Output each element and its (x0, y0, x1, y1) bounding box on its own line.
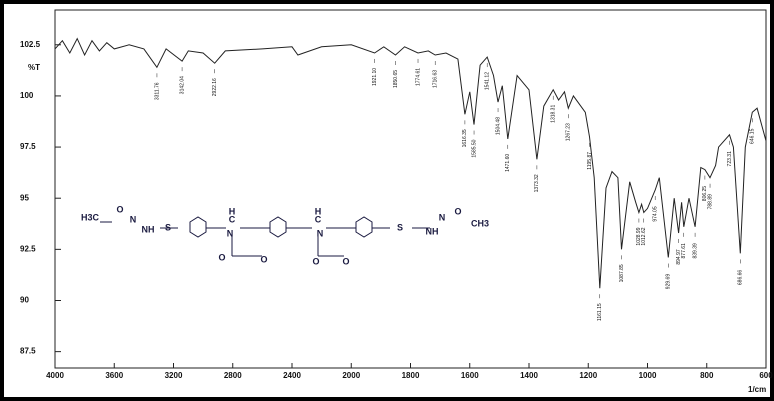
structure-atom: O (218, 252, 225, 262)
peak-label: 1028.99 (636, 227, 642, 245)
x-tick-label: 1200 (579, 371, 597, 380)
peak-label: 1267.23 (566, 123, 572, 141)
y-axis-label: %T (28, 63, 40, 72)
x-tick-label: 1600 (461, 371, 479, 380)
structure-atom: O (260, 254, 267, 264)
peak-label: 894.97 (676, 249, 682, 265)
peak-label: 1850.65 (393, 70, 399, 88)
peak-label: 1716.63 (433, 70, 439, 88)
x-axis-label: 1/cm (748, 385, 766, 394)
structure-atom: S (165, 222, 171, 232)
y-tick-label: 92.5 (20, 244, 36, 253)
peak-label: 1087.85 (619, 264, 625, 282)
x-tick-label: 3600 (105, 371, 123, 380)
peak-label: 1921.10 (372, 68, 378, 86)
structure-atom: H (229, 206, 236, 216)
structure-atom: O (342, 256, 349, 266)
peak-label: 1504.48 (495, 117, 501, 135)
structure-atom: H (315, 206, 322, 216)
peak-label: 1161.15 (597, 303, 603, 321)
peak-label: 686.66 (738, 270, 744, 286)
structure-atom: C (315, 214, 322, 224)
structure (100, 216, 430, 257)
structure-atom: H3C (81, 212, 100, 222)
y-tick-label: 100 (20, 91, 34, 100)
x-tick-label: 4000 (46, 371, 64, 380)
x-tick-label: 1400 (520, 371, 538, 380)
y-tick-label: 102.5 (20, 40, 41, 49)
structure-atom: N (317, 228, 324, 238)
structure-atom: C (229, 214, 236, 224)
x-tick-label: 1000 (639, 371, 657, 380)
y-tick-label: 97.5 (20, 142, 36, 151)
peak-label: 1318.31 (551, 105, 557, 123)
peak-label: 1774.61 (415, 68, 421, 86)
y-tick-label: 95 (20, 193, 29, 202)
structure-atom: O (454, 206, 461, 216)
structure-atom: N (130, 214, 137, 224)
peak-label: 2922.16 (212, 78, 218, 96)
x-tick-label: 2800 (224, 371, 242, 380)
peak-label: 3142.04 (179, 76, 185, 94)
y-tick-label: 87.5 (20, 347, 36, 356)
peak-label: 646.15 (750, 128, 756, 144)
y-tick-label: 90 (20, 296, 29, 305)
x-tick-label: 1800 (402, 371, 420, 380)
structure-atom: CH3 (471, 218, 489, 228)
x-tick-label: 3200 (165, 371, 183, 380)
structure-atom: NH (142, 224, 155, 234)
x-tick-label: 2000 (342, 371, 360, 380)
spectrum-line (54, 37, 767, 289)
x-tick-label: 800 (700, 371, 714, 380)
peak-label: 1012.62 (641, 227, 647, 245)
x-tick-label: 2400 (283, 371, 301, 380)
peak-label: 723.31 (727, 151, 733, 167)
structure-atom: O (116, 204, 123, 214)
peak-label: 1616.35 (462, 129, 468, 147)
peak-label: 1471.60 (505, 154, 511, 172)
structure-atom: S (397, 222, 403, 232)
structure-atom: N (439, 212, 446, 222)
peak-label: 1195.87 (587, 152, 593, 170)
structure-atom: O (312, 256, 319, 266)
peak-label: 1541.12 (485, 72, 491, 90)
peak-label: 974.05 (653, 206, 659, 222)
peak-label: 788.89 (707, 194, 713, 210)
peak-label: 929.69 (666, 274, 672, 290)
peak-label: 839.39 (692, 243, 698, 259)
peak-label: 1585.50 (471, 139, 477, 157)
x-tick-label: 600 (759, 371, 773, 380)
peak-label: 806.25 (702, 186, 708, 202)
peak-label: 1373.32 (534, 174, 540, 192)
structure-atom: NH (426, 226, 439, 236)
peak-label: 3311.76 (154, 82, 160, 100)
structure-atom: N (227, 228, 234, 238)
peak-label: 877.61 (681, 243, 687, 259)
